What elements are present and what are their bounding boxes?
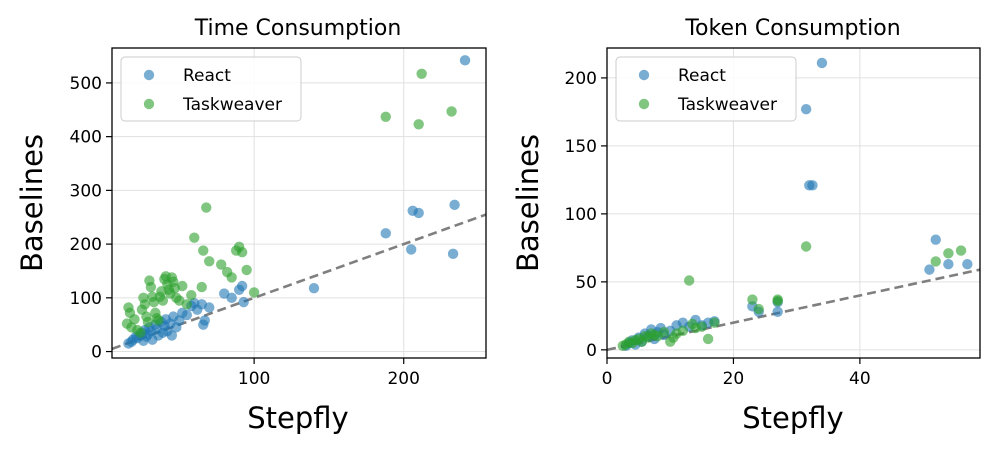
chart-title: Time Consumption [194,16,402,41]
react-point [962,258,973,270]
taskweaver-point [157,295,169,306]
axes-frame [606,47,981,359]
taskweaver-point [177,280,188,292]
taskweaver-point [658,326,670,338]
taskweaver-point [413,119,424,130]
react-point [226,292,237,304]
taskweaver-point [753,303,764,315]
react-legend-label: React [183,66,231,86]
taskweaver-point [696,321,708,332]
taskweaver-point [189,232,200,243]
legend-box [615,56,797,122]
taskweaver-point [186,289,197,301]
taskweaver-point [709,317,720,328]
x-tick-label: 40 [849,369,871,389]
taskweaver-point [955,245,967,256]
taskweaver-point [943,248,954,259]
x-tick-label: 200 [387,369,419,389]
x-tick-label: 100 [238,369,270,389]
react-point [943,258,954,270]
taskweaver-point [201,202,212,213]
react-point [413,207,424,219]
x-tick-label: 0 [602,369,613,389]
react-point [449,199,460,211]
taskweaver-point [139,299,151,310]
react-point [924,264,935,275]
taskweaver-legend-label: Taskweaver [182,95,282,115]
y-tick-label: 200 [565,69,597,89]
y-tick-label: 500 [70,74,102,94]
react-point [807,180,818,191]
x-axis-label: Stepfly [247,401,348,435]
react-point [181,309,192,321]
taskweaver-point [204,256,215,267]
legend-box [120,56,302,122]
y-tick-label: 50 [575,273,597,293]
taskweaver-point [236,246,248,258]
taskweaver-point [702,333,714,345]
taskweaver-point [198,245,209,256]
y-axis-label: Baselines [511,134,545,272]
chart-title: Token Consumption [684,16,900,41]
y-tick-label: 100 [70,289,102,309]
y-tick-label: 0 [586,341,597,361]
taskweaver-point [248,287,260,298]
y-tick-label: 150 [565,137,597,157]
taskweaver-point [241,264,252,276]
taskweaver-point [142,316,154,328]
react-point [308,282,320,294]
taskweaver-point [129,314,140,325]
taskweaver-point [930,256,941,267]
react-point [930,234,941,245]
react-point [236,280,248,292]
taskweaver-point [196,281,207,293]
time-consumption-chart: 100 200 0 100 200 300 400 500 React Taskweaver Tim… [15,16,487,435]
taskweaver-point [226,272,237,283]
taskweaver-legend-marker [143,98,155,110]
axes-frame [111,47,487,359]
react-legend-label: React [678,66,726,86]
taskweaver-point [416,68,427,79]
react-point [380,228,391,239]
react-point [199,315,210,326]
diagonal-reference-line [112,213,486,351]
y-tick-label: 100 [565,205,597,225]
react-point [800,103,812,115]
taskweaver-point [446,106,457,117]
taskweaver-point [135,327,146,338]
react-point [406,244,417,255]
react-legend-marker [638,69,650,81]
taskweaver-point [145,281,157,293]
react-point [166,330,178,341]
taskweaver-point [747,294,758,305]
taskweaver-legend-marker [638,98,650,110]
token-consumption-chart: 0 20 40 0 50 100 150 200 React Taskweaver Token Co… [511,16,981,435]
react-point [816,57,828,69]
taskweaver-point [772,294,783,305]
y-tick-label: 400 [70,128,102,148]
react-point [772,306,783,317]
react-point [459,55,471,66]
taskweaver-point [216,259,227,270]
react-legend-marker [143,69,155,81]
taskweaver-point [181,299,192,310]
y-axis-label: Baselines [15,134,49,272]
taskweaver-point [153,315,164,326]
taskweaver-series [121,68,457,338]
x-axis-label: Stepfly [742,401,843,435]
react-point [447,248,459,259]
taskweaver-point [800,241,812,252]
taskweaver-series [617,241,967,351]
y-tick-label: 200 [70,235,102,255]
y-tick-label: 0 [91,343,102,363]
y-tick-label: 300 [70,181,102,201]
taskweaver-point [380,111,391,122]
taskweaver-point [683,275,695,286]
x-tick-label: 20 [723,369,745,389]
taskweaver-legend-label: Taskweaver [677,95,777,115]
taskweaver-point [677,325,689,337]
react-point [204,302,215,313]
react-point [238,296,249,308]
